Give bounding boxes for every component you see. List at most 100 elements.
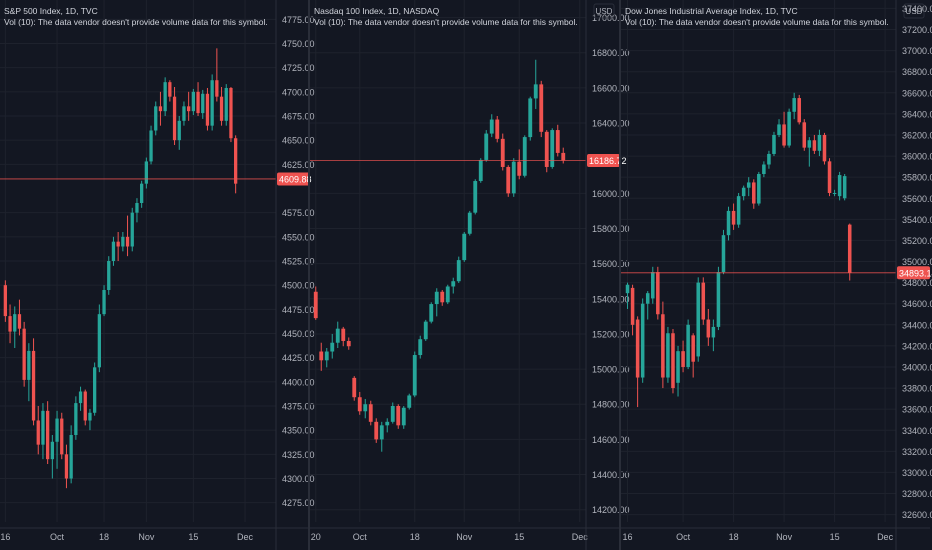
candle-body <box>140 183 144 203</box>
candle-body <box>445 286 450 303</box>
candle-body <box>787 111 791 146</box>
currency-badge[interactable] <box>903 3 925 19</box>
candle-body <box>478 159 483 182</box>
y-tick-label: 37400.00 <box>902 4 932 14</box>
candle-body <box>555 130 560 153</box>
candle-body <box>533 84 538 99</box>
y-tick-label: 34600.00 <box>902 299 932 309</box>
candle-body <box>827 161 832 193</box>
candle-body <box>451 281 456 287</box>
candle-body <box>625 284 630 294</box>
chart-panel-2: 17000.0016800.0016600.0016400.0016000.00… <box>310 0 630 550</box>
y-tick-label: 33200.00 <box>902 447 932 457</box>
currency-label: USD <box>906 7 923 16</box>
y-tick-label: 4625.00 <box>282 160 315 170</box>
candle-body <box>330 342 335 352</box>
candle-body <box>777 124 781 135</box>
y-tick-label: 4275.00 <box>282 498 315 508</box>
chart-subtitle: Vol (10): The data vendor doesn't provid… <box>314 17 578 27</box>
last-price-badge <box>587 154 620 168</box>
candle-body <box>41 410 45 445</box>
last-price-label: 34893.14 <box>899 268 932 278</box>
candle-body <box>462 233 467 261</box>
candle-body <box>456 260 461 282</box>
y-tick-label: 14400.00 <box>592 470 630 480</box>
candle-body <box>396 406 401 426</box>
y-tick-label: 14200.00 <box>592 505 630 515</box>
candle-body <box>74 403 78 435</box>
y-tick-label: 35200.00 <box>902 236 932 246</box>
y-tick-label: 32600.00 <box>902 510 932 520</box>
candle-body <box>78 391 83 404</box>
y-tick-label: 4300.00 <box>282 474 315 484</box>
candle-body <box>721 235 726 273</box>
candle-body <box>64 454 69 479</box>
candle-body <box>666 333 670 378</box>
x-tick-label: Dec <box>877 532 894 542</box>
candle-body <box>561 152 566 161</box>
candle-body <box>802 122 807 148</box>
y-tick-label: 34800.00 <box>902 278 932 288</box>
candle-body <box>676 351 680 383</box>
candle-body <box>187 106 191 112</box>
chart-subtitle: Vol (10): The data vendor doesn't provid… <box>625 17 889 27</box>
candle-body <box>135 203 139 213</box>
candle-body <box>97 314 101 368</box>
chart-panel-1: 4775.00 4750.00 4725.00 4700.00 4675.00 4650.… <box>0 0 315 550</box>
currency-label: USD <box>596 7 613 16</box>
candle-body <box>797 98 801 123</box>
y-tick-label: 36200.00 <box>902 130 932 140</box>
candle-body <box>696 282 700 357</box>
candle-body <box>847 224 852 273</box>
candle-body <box>681 351 685 367</box>
x-tick-label: 15 <box>830 532 840 542</box>
candle-body <box>385 421 390 426</box>
y-tick-label: 4700.00 <box>282 87 315 97</box>
y-tick-label: 33000.00 <box>902 468 932 478</box>
candle-body <box>528 98 533 138</box>
candle-body <box>191 91 195 112</box>
candle-body <box>27 350 31 380</box>
candle-body <box>116 241 120 247</box>
y-tick-label: 33800.00 <box>902 384 932 394</box>
candle-body <box>390 406 395 422</box>
candle-body <box>102 290 106 315</box>
chart-title: Nasdaq 100 Index, 1D, NASDAQ <box>314 6 440 16</box>
candle-body <box>767 153 771 165</box>
y-tick-label: 4375.00 <box>282 402 315 412</box>
candle-body <box>158 106 163 112</box>
candle-body <box>489 119 494 134</box>
y-tick-label: 15200.00 <box>592 329 630 339</box>
candle-body <box>13 314 17 332</box>
candle-body <box>640 303 645 378</box>
candle-body <box>511 161 516 194</box>
candle-body <box>440 291 445 303</box>
candle-body <box>731 210 736 225</box>
candle-body <box>792 98 796 112</box>
candle-body <box>711 326 716 338</box>
candle-body <box>172 96 177 141</box>
x-tick-label: Oct <box>676 532 691 542</box>
y-tick-label: 4575.00 <box>282 208 315 218</box>
x-tick-label: Nov <box>138 532 155 542</box>
candle-body <box>346 340 351 347</box>
candle-body <box>741 187 746 197</box>
candle-body <box>215 80 219 97</box>
candle-body <box>506 166 511 194</box>
candle-body <box>401 407 406 426</box>
candle-body <box>726 210 731 236</box>
candle-body <box>201 93 205 114</box>
y-tick-label: 4750.00 <box>282 39 315 49</box>
x-tick-label: Oct <box>353 532 368 542</box>
candle-body <box>484 133 489 160</box>
candle-body <box>224 87 228 121</box>
candle-body <box>716 272 721 327</box>
last-price-badge <box>897 266 930 280</box>
candle-body <box>842 176 847 199</box>
candle-body <box>522 137 527 176</box>
x-tick-label: 15 <box>188 532 198 542</box>
currency-badge[interactable] <box>593 3 615 19</box>
x-tick-label: 16 <box>0 532 10 542</box>
candle-body <box>83 391 87 421</box>
y-tick-label: 36400.00 <box>902 109 932 119</box>
